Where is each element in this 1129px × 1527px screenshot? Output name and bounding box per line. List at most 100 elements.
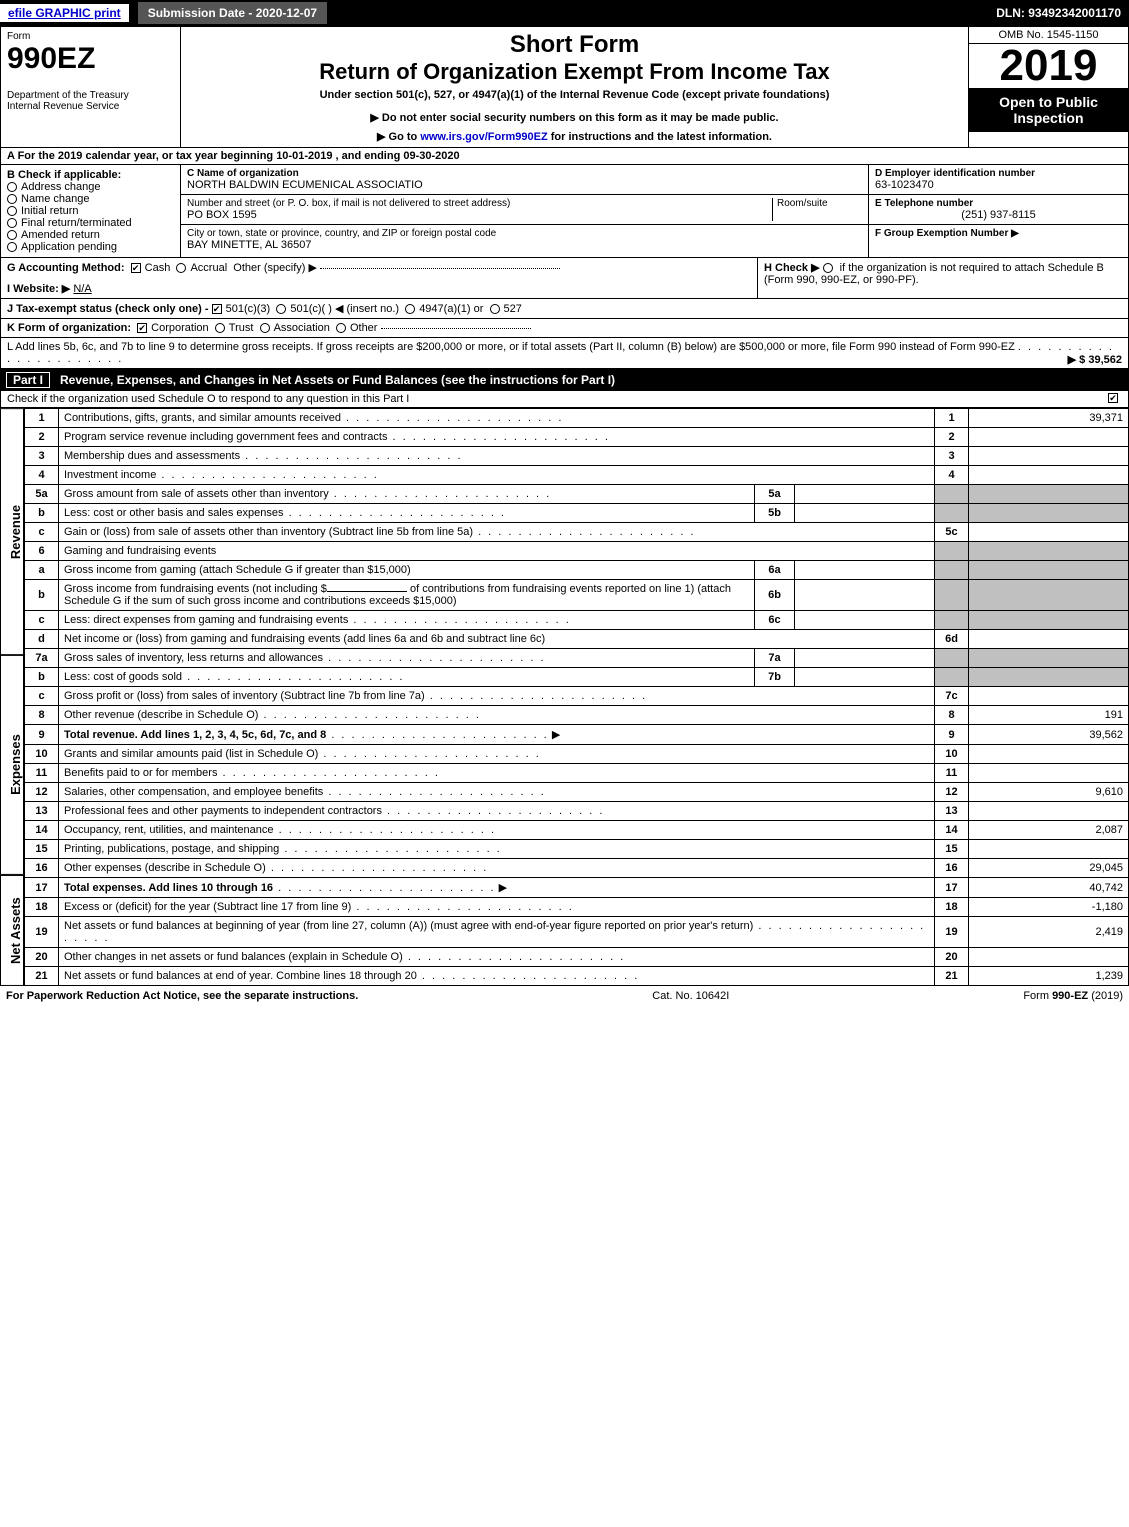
room-suite-label: Room/suite — [772, 198, 862, 221]
i-label: I Website: ▶ — [7, 283, 70, 295]
city-value: BAY MINETTE, AL 36507 — [187, 239, 862, 251]
goto-post: for instructions and the latest informat… — [551, 131, 772, 143]
row-k: K Form of organization: Corporation Trus… — [0, 319, 1129, 338]
line-6d: dNet income or (loss) from gaming and fu… — [25, 630, 1129, 649]
row-a-tax-year: A For the 2019 calendar year, or tax yea… — [0, 148, 1129, 165]
j-4947: 4947(a)(1) or — [419, 303, 483, 315]
footer-center: Cat. No. 10642I — [652, 990, 729, 1002]
line-6a: aGross income from gaming (attach Schedu… — [25, 561, 1129, 580]
efile-print-link[interactable]: efile GRAPHIC print — [0, 4, 129, 22]
subtitle: Under section 501(c), 527, or 4947(a)(1)… — [185, 89, 964, 101]
chk-corp[interactable] — [137, 323, 147, 333]
chk-h[interactable] — [823, 263, 833, 273]
goto-pre: ▶ Go to — [377, 131, 420, 143]
g-accrual: Accrual — [190, 262, 227, 274]
chk-501c3[interactable] — [212, 304, 222, 314]
row-h: H Check ▶ if the organization is not req… — [758, 258, 1128, 298]
chk-527[interactable] — [490, 304, 500, 314]
warning: ▶ Do not enter social security numbers o… — [185, 111, 964, 124]
line-12: 12Salaries, other compensation, and empl… — [25, 783, 1129, 802]
j-527: 527 — [504, 303, 522, 315]
chk-other-org[interactable] — [336, 323, 346, 333]
j-501c: 501(c)( ) ◀ (insert no.) — [290, 303, 399, 315]
chk-application-pending[interactable]: Application pending — [7, 241, 174, 253]
chk-final-return[interactable]: Final return/terminated — [7, 217, 174, 229]
line-15: 15Printing, publications, postage, and s… — [25, 840, 1129, 859]
city-label: City or town, state or province, country… — [187, 228, 862, 239]
row-j: J Tax-exempt status (check only one) - 5… — [0, 299, 1129, 319]
line-18: 18Excess or (deficit) for the year (Subt… — [25, 898, 1129, 917]
j-label: J Tax-exempt status (check only one) - — [7, 303, 209, 315]
header-center: Short Form Return of Organization Exempt… — [181, 27, 968, 147]
chk-address-change[interactable]: Address change — [7, 181, 174, 193]
street-label: Number and street (or P. O. box, if mail… — [187, 198, 772, 209]
part-i-sub-text: Check if the organization used Schedule … — [7, 393, 409, 405]
irs-link[interactable]: www.irs.gov/Form990EZ — [420, 131, 547, 143]
form-number: 990EZ — [7, 42, 174, 76]
chk-4947[interactable] — [405, 304, 415, 314]
chk-assoc[interactable] — [260, 323, 270, 333]
line-10: 10Grants and similar amounts paid (list … — [25, 745, 1129, 764]
info-grid: B Check if applicable: Address change Na… — [0, 165, 1129, 258]
chk-initial-return[interactable]: Initial return — [7, 205, 174, 217]
part-i-title: Revenue, Expenses, and Changes in Net As… — [60, 373, 615, 387]
title-return: Return of Organization Exempt From Incom… — [185, 59, 964, 85]
line-20: 20Other changes in net assets or fund ba… — [25, 948, 1129, 967]
dept-treasury: Department of the Treasury — [7, 90, 174, 101]
dln-label: DLN: 93492342001170 — [996, 6, 1129, 20]
side-netassets: Net Assets — [0, 875, 24, 986]
line-5b: bLess: cost or other basis and sales exp… — [25, 504, 1129, 523]
chk-amended[interactable]: Amended return — [7, 229, 174, 241]
street-value: PO BOX 1595 — [187, 209, 772, 221]
side-revenue: Revenue — [0, 408, 24, 655]
line-6b: bGross income from fundraising events (n… — [25, 580, 1129, 611]
g-label: G Accounting Method: — [7, 262, 125, 274]
e-label: E Telephone number — [875, 198, 1122, 209]
g-cash: Cash — [145, 262, 171, 274]
d-label: D Employer identification number — [875, 168, 1122, 179]
line-14: 14Occupancy, rent, utilities, and mainte… — [25, 821, 1129, 840]
g-other: Other (specify) ▶ — [233, 262, 317, 274]
line-19: 19Net assets or fund balances at beginni… — [25, 917, 1129, 948]
part-i-sub: Check if the organization used Schedule … — [0, 391, 1129, 408]
chk-accrual[interactable] — [176, 263, 186, 273]
k-trust: Trust — [229, 322, 254, 334]
org-name: NORTH BALDWIN ECUMENICAL ASSOCIATIO — [187, 179, 862, 191]
line-11: 11Benefits paid to or for members11 — [25, 764, 1129, 783]
row-g-h: G Accounting Method: Cash Accrual Other … — [0, 258, 1129, 299]
line-21: 21Net assets or fund balances at end of … — [25, 967, 1129, 986]
chk-name-change[interactable]: Name change — [7, 193, 174, 205]
phone-value: (251) 937-8115 — [875, 209, 1122, 221]
line-4: 4Investment income4 — [25, 466, 1129, 485]
line-7b: bLess: cost of goods sold7b — [25, 668, 1129, 687]
line-7c: cGross profit or (loss) from sales of in… — [25, 687, 1129, 706]
submission-date: Submission Date - 2020-12-07 — [137, 1, 328, 25]
j-501c3: 501(c)(3) — [226, 303, 271, 315]
chk-schedule-o[interactable] — [1108, 393, 1118, 403]
line-7a: 7aGross sales of inventory, less returns… — [25, 649, 1129, 668]
l-text: L Add lines 5b, 6c, and 7b to line 9 to … — [7, 341, 1015, 353]
chk-cash[interactable] — [131, 263, 141, 273]
chk-trust[interactable] — [215, 323, 225, 333]
line-6: 6Gaming and fundraising events — [25, 542, 1129, 561]
lines-table: 1Contributions, gifts, grants, and simil… — [24, 408, 1129, 986]
h-label: H Check ▶ — [764, 262, 820, 274]
part-i-header: Part I Revenue, Expenses, and Changes in… — [0, 369, 1129, 391]
part-i-body: Revenue Expenses Net Assets 1Contributio… — [0, 408, 1129, 986]
k-other: Other — [350, 322, 378, 334]
c-name-label: C Name of organization — [187, 168, 862, 179]
header-right: OMB No. 1545-1150 2019 Open to Public In… — [968, 27, 1128, 147]
line-17: 17Total expenses. Add lines 10 through 1… — [25, 878, 1129, 898]
footer-right: Form 990-EZ (2019) — [1023, 990, 1123, 1002]
line-9: 9Total revenue. Add lines 1, 2, 3, 4, 5c… — [25, 725, 1129, 745]
part-i-badge: Part I — [6, 372, 50, 388]
tax-year: 2019 — [969, 44, 1128, 88]
dept-irs: Internal Revenue Service — [7, 101, 174, 112]
section-b: B Check if applicable: Address change Na… — [1, 165, 181, 257]
chk-501c[interactable] — [276, 304, 286, 314]
line-5c: cGain or (loss) from sale of assets othe… — [25, 523, 1129, 542]
title-short-form: Short Form — [185, 31, 964, 59]
line-5a: 5aGross amount from sale of assets other… — [25, 485, 1129, 504]
section-b-label: B Check if applicable: — [7, 169, 174, 181]
top-bar: efile GRAPHIC print Submission Date - 20… — [0, 0, 1129, 26]
